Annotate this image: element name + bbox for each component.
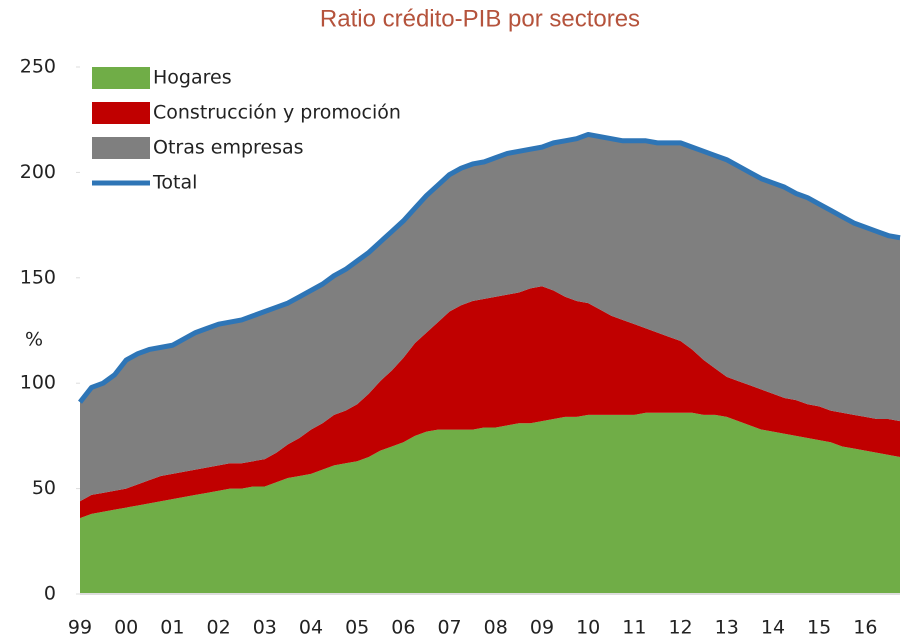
x-tick-label: 13 <box>715 617 739 639</box>
y-tick-label: 50 <box>32 477 56 499</box>
x-tick-label: 16 <box>853 617 877 639</box>
x-tick-label: 01 <box>160 617 184 639</box>
legend-swatch <box>92 67 150 89</box>
x-tick-label: 99 <box>68 617 92 639</box>
y-tick-label: 150 <box>20 266 56 288</box>
legend-label: Hogares <box>153 67 232 89</box>
x-tick-label: 09 <box>530 617 554 639</box>
legend-swatch <box>92 137 150 159</box>
x-tick-label: 02 <box>206 617 230 639</box>
x-tick-label: 15 <box>807 617 831 639</box>
legend-label: Total <box>152 172 197 194</box>
x-tick-label: 14 <box>761 617 785 639</box>
x-tick-label: 00 <box>114 617 138 639</box>
x-tick-label: 03 <box>253 617 277 639</box>
y-tick-label: 200 <box>20 161 56 183</box>
area <box>80 286 900 519</box>
legend-label: Construcción y promoción <box>153 102 401 124</box>
x-tick-label: 11 <box>622 617 646 639</box>
area <box>80 412 900 594</box>
chart-title: Ratio crédito-PIB por sectores <box>320 5 640 32</box>
total-line <box>78 131 901 404</box>
y-axis-label: % <box>25 329 43 351</box>
x-tick-label: 08 <box>484 617 508 639</box>
x-tick-label: 04 <box>299 617 323 639</box>
legend-label: Otras empresas <box>153 137 304 159</box>
x-tick-label: 07 <box>437 617 461 639</box>
x-tick-label: 10 <box>576 617 600 639</box>
area <box>80 134 900 502</box>
y-tick-label: 0 <box>44 583 56 605</box>
x-tick-label: 06 <box>391 617 415 639</box>
x-tick-label: 12 <box>668 617 692 639</box>
y-tick-label: 250 <box>20 56 56 78</box>
y-tick-label: 100 <box>20 372 56 394</box>
legend-swatch <box>92 102 150 124</box>
x-tick-label: 05 <box>345 617 369 639</box>
